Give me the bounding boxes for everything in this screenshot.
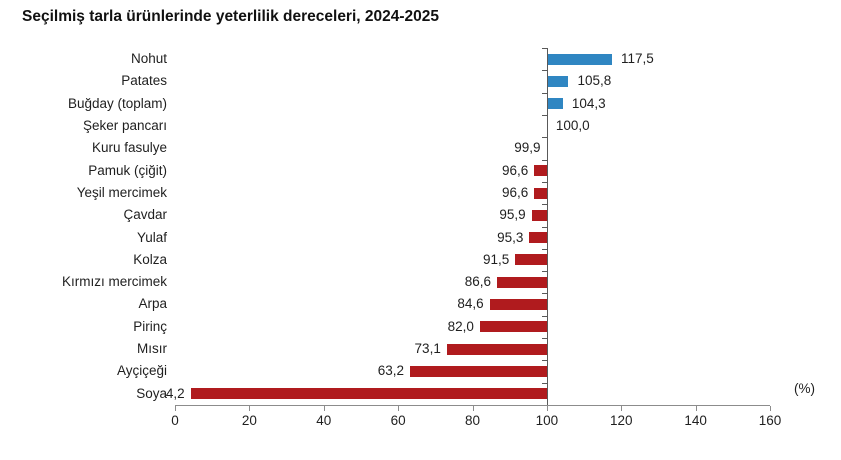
category-label: Yeşil mercimek (76, 184, 167, 200)
baseline-category-tick (541, 70, 547, 72)
x-axis-tick-label: 100 (535, 413, 559, 428)
baseline-category-tick (541, 114, 547, 116)
category-label: Nohut (130, 51, 167, 66)
baseline-category-tick (541, 159, 547, 161)
baseline-category-tick (541, 181, 547, 183)
value-label: 82,0 (447, 318, 474, 334)
bar (410, 366, 547, 378)
bar (479, 321, 547, 333)
value-label: 86,6 (464, 274, 492, 290)
x-axis-tick (621, 406, 623, 411)
x-axis-tick-label: 60 (390, 413, 406, 428)
chart-title: Seçilmiş tarla ürünlerinde yeterlilik de… (22, 8, 440, 25)
bar (446, 343, 547, 355)
bar (529, 232, 547, 244)
x-axis-tick-label: 40 (316, 413, 332, 428)
x-axis-tick (249, 406, 251, 411)
bar (534, 165, 547, 177)
bar (497, 276, 547, 288)
baseline-category-tick (541, 92, 547, 94)
category-label: Soya (136, 385, 167, 401)
value-label: 99,9 (514, 140, 541, 156)
category-label: Kırmızı mercimek (61, 274, 167, 290)
baseline-category-tick (541, 204, 547, 206)
bar (489, 299, 547, 311)
value-label: 4,2 (165, 385, 185, 401)
bar (531, 209, 547, 221)
category-label: Arpa (138, 296, 167, 312)
category-label: Kuru fasulye (91, 140, 167, 156)
category-label: Şeker pancarı (82, 117, 167, 133)
x-axis-tick-label: 80 (464, 413, 481, 428)
baseline-category-tick (541, 360, 547, 362)
category-label: Mısır (137, 341, 167, 357)
bar (546, 98, 563, 110)
category-label: Kolza (133, 251, 167, 267)
value-label: 95,9 (499, 207, 526, 223)
x-axis-tick (770, 406, 771, 411)
category-label: Çavdar (123, 207, 167, 223)
x-axis-tick (398, 406, 400, 411)
category-label: Buğday (toplam) (67, 95, 167, 111)
x-axis-tick (323, 406, 325, 411)
value-label: 84,6 (457, 296, 484, 312)
category-label: Yulaf (136, 229, 167, 245)
value-label: 117,5 (620, 51, 654, 66)
x-axis-line (175, 405, 770, 406)
bar (534, 187, 547, 199)
axis-unit-label: (%) (794, 381, 815, 396)
value-label: 96,6 (501, 184, 529, 200)
category-label: Pamuk (çiğit) (88, 162, 167, 178)
x-axis-tick-label: 160 (758, 413, 782, 428)
x-axis-tick-label: 120 (609, 413, 633, 428)
value-label: 100,0 (555, 117, 590, 133)
value-label: 105,8 (577, 73, 612, 89)
x-axis-tick (175, 406, 176, 411)
baseline-category-tick (541, 338, 547, 340)
bar (546, 53, 612, 65)
baseline-category-tick (541, 271, 547, 273)
value-label: 96,6 (501, 162, 529, 178)
bar (190, 388, 547, 400)
bar (515, 254, 547, 266)
baseline-category-tick (541, 315, 547, 317)
baseline-category-tick (541, 137, 547, 139)
value-label: 104,3 (571, 95, 606, 111)
category-label: Ayçiçeği (116, 363, 167, 379)
value-label: 91,5 (482, 251, 510, 267)
baseline-category-tick (541, 382, 547, 384)
value-label: 95,3 (497, 229, 524, 245)
x-axis-tick (695, 406, 697, 411)
baseline-category-tick (541, 293, 547, 295)
baseline-axis-line (546, 48, 548, 405)
category-label: Pirinç (133, 318, 167, 334)
baseline-category-tick (541, 48, 547, 49)
x-axis-tick-label: 0 (171, 413, 179, 428)
baseline-category-tick (541, 226, 547, 228)
value-label: 73,1 (414, 341, 441, 357)
x-axis-tick (472, 406, 474, 411)
x-axis-tick-label: 140 (684, 413, 707, 428)
x-axis-tick (546, 406, 548, 411)
bar (546, 75, 569, 87)
baseline-category-tick (541, 248, 547, 250)
x-axis-tick-label: 20 (241, 413, 257, 428)
value-label: 63,2 (377, 363, 405, 379)
category-label: Patates (121, 73, 167, 89)
